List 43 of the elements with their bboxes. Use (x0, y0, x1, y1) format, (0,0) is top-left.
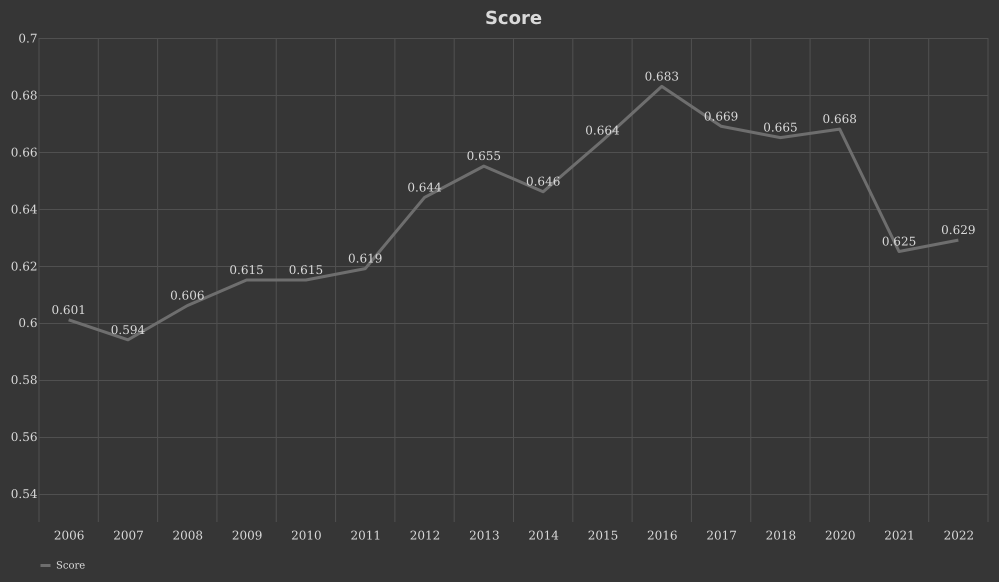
x-tick-label: 2017 (706, 528, 737, 542)
data-label: 0.646 (526, 174, 560, 189)
data-label: 0.629 (941, 223, 976, 238)
x-tick-label: 2013 (469, 528, 500, 542)
legend-label: Score (56, 560, 86, 572)
y-tick-label: 0.68 (10, 88, 38, 102)
data-label: 0.665 (763, 120, 798, 135)
x-tick-label: 2020 (824, 528, 856, 542)
data-label: 0.644 (407, 180, 442, 194)
data-label: 0.619 (348, 252, 382, 266)
data-label: 0.683 (644, 69, 679, 84)
x-tick-label: 2014 (528, 528, 560, 542)
data-label: 0.606 (170, 288, 204, 303)
y-tick-label: 0.56 (10, 430, 38, 444)
x-tick-label: 2015 (588, 528, 618, 542)
data-label: 0.625 (882, 234, 916, 249)
data-label: 0.668 (822, 112, 857, 126)
data-label: 0.615 (229, 263, 264, 277)
x-tick-label: 2022 (944, 528, 974, 542)
y-tick-label: 0.62 (10, 259, 38, 274)
data-label: 0.669 (704, 109, 738, 124)
x-tick-label: 2016 (647, 528, 678, 542)
x-tick-label: 2012 (410, 528, 440, 542)
chart-title: Score (484, 8, 542, 29)
data-label: 0.615 (288, 263, 324, 277)
x-tick-label: 2007 (113, 528, 144, 542)
y-tick-label: 0.6 (18, 316, 38, 330)
data-label: 0.664 (585, 123, 620, 138)
x-tick-label: 2011 (350, 528, 381, 542)
data-label: 0.601 (51, 302, 86, 317)
x-tick-label: 2009 (232, 528, 262, 542)
data-label: 0.594 (110, 322, 146, 337)
y-tick-label: 0.64 (10, 202, 38, 216)
y-tick-label: 0.7 (18, 32, 38, 46)
y-tick-label: 0.66 (10, 145, 38, 160)
x-tick-label: 2021 (884, 528, 915, 542)
x-tick-label: 2018 (766, 528, 796, 542)
y-tick-label: 0.54 (10, 487, 38, 502)
x-tick-label: 2008 (172, 528, 204, 542)
y-tick-label: 0.58 (10, 373, 38, 388)
x-tick-label: 2006 (54, 528, 84, 542)
data-label: 0.655 (466, 149, 502, 164)
x-tick-label: 2010 (291, 528, 322, 542)
